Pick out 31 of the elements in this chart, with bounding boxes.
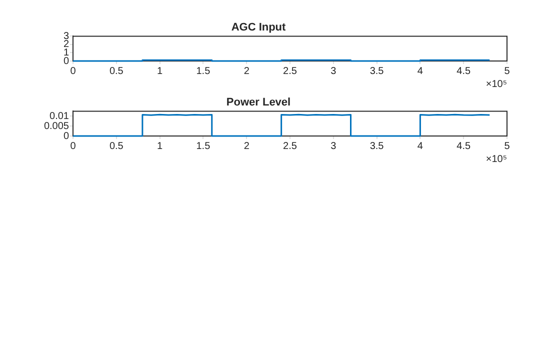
x-tick-label: 1.5 [196, 140, 211, 152]
x-tick-label: 1 [157, 66, 164, 77]
y-tick-label: 0 [63, 56, 70, 67]
x-tick-label: 2 [244, 66, 250, 77]
chart-title: Power Level [226, 96, 291, 109]
y-tick-label: 0 [63, 130, 70, 142]
x-tick-label: 4.5 [456, 66, 471, 77]
x-tick-label: 3 [330, 66, 337, 77]
x-tick-label: 1 [157, 140, 164, 152]
x-tick-label: 5 [504, 66, 510, 77]
x-tick-label: 0 [70, 140, 76, 152]
y-tick-label: 0.01 [50, 110, 70, 122]
x-tick-label: 3.5 [370, 140, 384, 152]
x-tick-label: 5 [504, 140, 510, 152]
x-tick-label: 4 [417, 140, 424, 152]
x-tick-label: 1.5 [196, 66, 211, 77]
x-tick-label: 3 [330, 140, 337, 152]
x-tick-label: 3.5 [370, 66, 384, 77]
chart-title: AGC Input [231, 22, 286, 34]
x-tick-label: 2 [244, 140, 250, 152]
y-tick-label: 1 [63, 47, 70, 58]
x-tick-label: 4 [417, 66, 424, 77]
text: ×10⁵ [486, 154, 507, 165]
x-tick-label: 2.5 [283, 66, 298, 77]
text: ×10⁵ [486, 78, 507, 90]
x-tick-label: 2.5 [283, 140, 298, 152]
x-tick-label: 0.5 [109, 140, 124, 152]
x-tick-label: 0 [70, 66, 76, 77]
x-tick-label: 4.5 [456, 140, 471, 152]
x-tick-label: 0.5 [109, 66, 124, 77]
y-tick-label: 0.005 [44, 120, 70, 132]
